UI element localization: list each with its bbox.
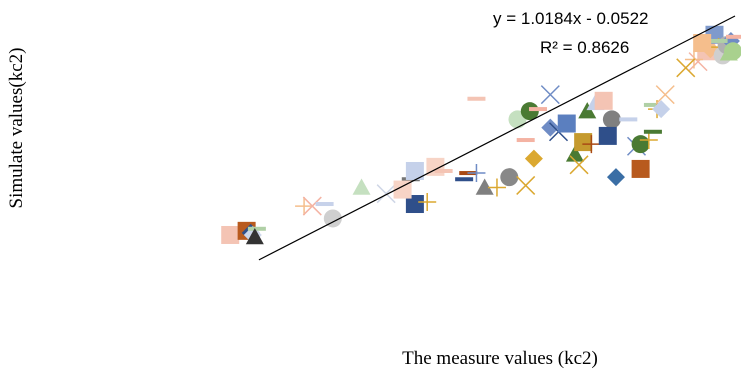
data-point-27: [520, 102, 539, 121]
data-point-20: [475, 178, 494, 195]
data-point-9: [323, 209, 342, 228]
data-point-6: [295, 197, 314, 216]
data-point-34: [569, 155, 589, 175]
data-point-64: [709, 38, 728, 43]
data-point-66: [693, 34, 712, 53]
data-point-43: [619, 117, 638, 122]
data-point-28: [529, 107, 548, 112]
data-point-68: [467, 96, 486, 101]
data-point-22: [500, 168, 519, 187]
data-point-36: [578, 102, 597, 119]
data-point-39: [594, 91, 613, 110]
data-point-21: [487, 178, 506, 197]
data-point-70: [393, 180, 412, 199]
data-point-23: [516, 175, 536, 195]
data-point-67: [676, 58, 696, 78]
data-point-25: [516, 138, 535, 143]
data-point-51: [652, 100, 671, 119]
data-point-52: [655, 85, 675, 105]
data-point-47: [639, 131, 658, 150]
data-point-5: [245, 228, 264, 245]
data-point-32: [557, 114, 576, 133]
data-point-30: [540, 85, 560, 105]
data-point-40: [602, 110, 621, 129]
data-point-35: [574, 133, 593, 152]
y-axis-title: Simulate values(kc2): [6, 48, 27, 209]
data-point-62: [723, 42, 741, 61]
data-point-49: [643, 102, 662, 107]
data-point-63: [726, 34, 741, 39]
data-point-4: [247, 226, 266, 231]
data-point-42: [606, 168, 625, 187]
data-point-69: [418, 192, 437, 211]
data-point-29: [541, 118, 560, 137]
x-axis-title: The measure values (kc2): [402, 348, 598, 369]
data-point-18: [455, 177, 474, 182]
data-point-41: [598, 126, 617, 145]
data-point-46: [631, 135, 650, 154]
data-point-38: [582, 135, 601, 154]
data-point-10: [352, 178, 371, 195]
data-point-33: [565, 145, 584, 162]
data-point-7: [302, 196, 322, 216]
trendline-equation: y = 1.0184x - 0.0522: [493, 9, 648, 28]
trendline: [258, 15, 736, 261]
data-point-24: [524, 149, 543, 168]
data-point-45: [631, 159, 650, 178]
data-point-16: [434, 168, 453, 173]
data-point-11: [376, 184, 396, 204]
points-layer: [221, 25, 741, 245]
trendline-r-squared: R² = 0.8626: [540, 38, 629, 57]
data-point-0: [221, 225, 240, 244]
data-point-19: [467, 164, 486, 183]
data-point-48: [643, 129, 662, 134]
data-point-14: [405, 195, 424, 214]
data-point-8: [315, 202, 334, 207]
data-point-13: [405, 161, 424, 180]
